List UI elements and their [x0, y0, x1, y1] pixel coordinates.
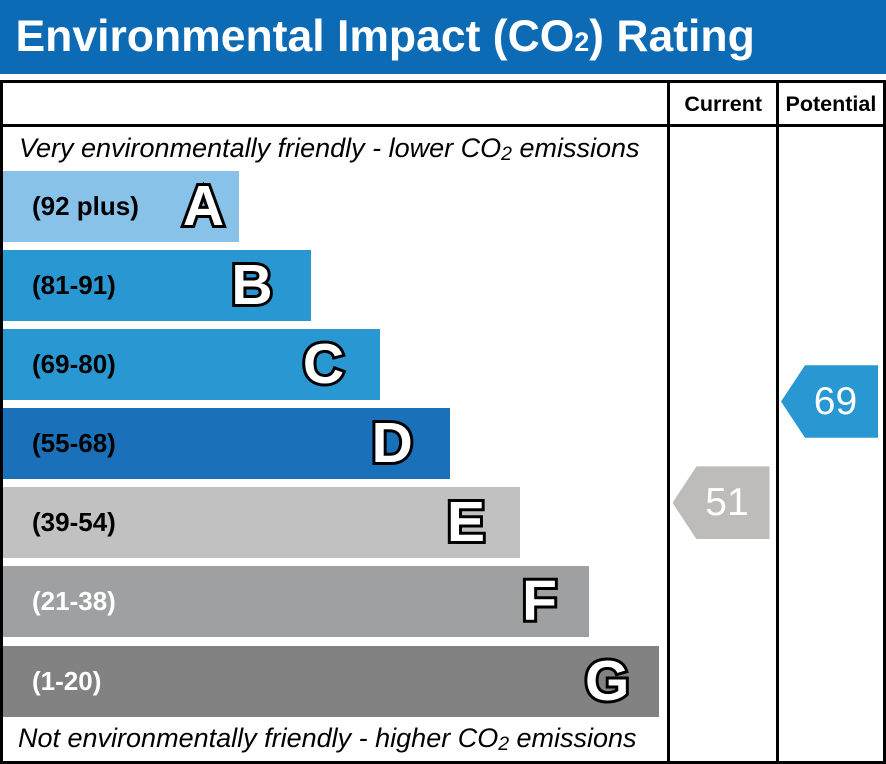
band-letter-outline: D: [369, 411, 416, 476]
band-letter-glyph: G: [584, 648, 630, 713]
top-note: Very environmentally friendly - lower CO…: [3, 128, 679, 171]
potential-rating-arrow: 69: [781, 365, 878, 438]
current-rating-value: 51: [705, 480, 749, 524]
band-letter-outline: B: [228, 252, 275, 317]
band-range-label: (81-91): [32, 269, 116, 300]
bottom-note-subscript: 2: [498, 733, 510, 756]
band-letter-glyph: A: [182, 173, 224, 238]
band-letter-outline: G: [582, 648, 632, 713]
band-range-label: (69-80): [32, 348, 116, 379]
band-letter-outline: E: [444, 490, 488, 555]
table-bottom-border: [0, 760, 886, 764]
top-note-text-suffix: emissions: [511, 132, 640, 163]
table-header-separator: [0, 124, 886, 128]
title-subscript: 2: [574, 26, 590, 57]
table-left-border: [0, 80, 3, 764]
band-range-label: (21-38): [32, 586, 116, 617]
band-letter-outline: C: [300, 331, 347, 396]
band-range-label: (39-54): [32, 507, 116, 538]
chart-header-band: Environmental Impact (CO2) Rating: [0, 0, 886, 74]
table-top-border: [0, 80, 886, 84]
potential-rating-value: 69: [813, 379, 858, 423]
band-range-label: (92 plus): [32, 190, 139, 221]
top-note-subscript: 2: [501, 142, 512, 165]
band-letter-outline: A: [180, 173, 227, 238]
band-letter-outline: F: [519, 569, 560, 634]
bottom-note-text-prefix: Not environmentally friendly - higher CO: [18, 723, 499, 753]
current-column-header: Current: [684, 91, 763, 116]
potential-column-separator: [776, 80, 780, 764]
current-rating-arrow: 51: [672, 466, 770, 540]
band-range-label: (55-68): [32, 428, 116, 459]
current-column-separator: [667, 80, 671, 764]
title-text-prefix: Environmental Impact (CO: [15, 11, 575, 61]
bottom-note: Not environmentally friendly - higher CO…: [3, 717, 678, 761]
band-letter-glyph: C: [302, 331, 344, 396]
band-range-label: (1-20): [32, 665, 102, 696]
title-text-suffix: ) Rating: [589, 11, 755, 61]
top-note-text-prefix: Very environmentally friendly - lower CO: [19, 132, 502, 163]
bottom-note-text-suffix: emissions: [509, 723, 637, 753]
band-letter-glyph: D: [371, 411, 413, 476]
band-letter-glyph: E: [446, 490, 485, 555]
table-right-border: [882, 80, 886, 764]
potential-column-header: Potential: [785, 91, 877, 116]
band-letter-glyph: F: [522, 569, 557, 634]
chart-title: Environmental Impact (CO2) Rating: [0, 12, 755, 62]
band-letter-glyph: B: [231, 252, 273, 317]
